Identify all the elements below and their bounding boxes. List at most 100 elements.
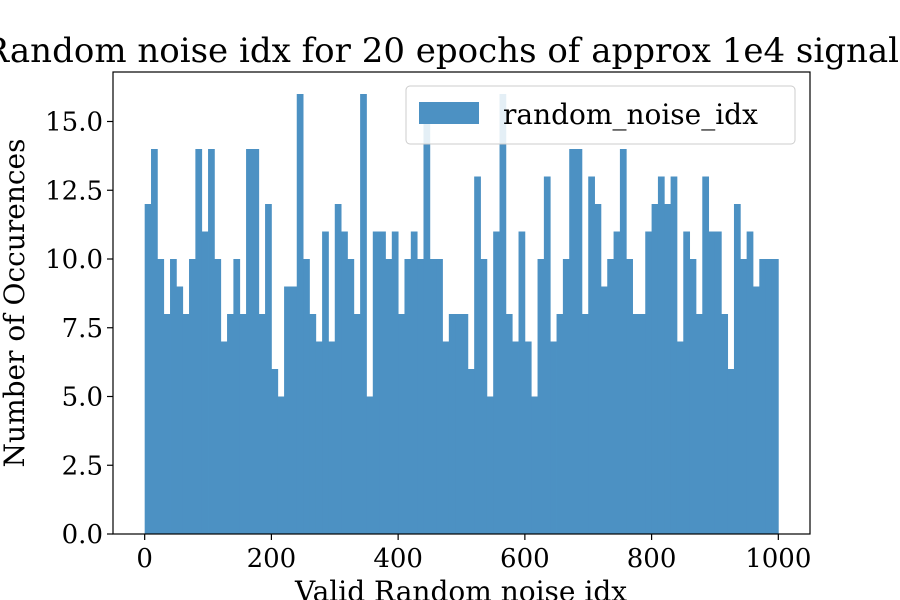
y-axis-ticks: 0.0 2.5 5.0 7.5 10.0 12.5 15.0 [45,108,113,550]
y-tick-label: 7.5 [62,314,103,344]
legend: random_noise_idx [405,85,796,145]
histogram-bar [664,204,671,534]
histogram-bar [277,396,285,534]
histogram-bar [208,149,215,534]
histogram-bar [227,314,234,534]
histogram-bar [600,286,608,534]
histogram-bar [170,259,177,534]
histogram-bar [569,149,576,534]
histogram-bar [334,204,342,534]
histogram-bar [258,314,266,534]
histogram-bar [733,204,741,534]
histogram-bar [195,149,203,534]
histogram-bar [588,176,595,534]
y-tick-label: 15.0 [45,108,103,138]
histogram-bar [429,259,437,534]
histogram-bar [151,149,158,534]
histogram-bar [176,286,184,534]
histogram-bar [486,396,494,534]
histogram-bar [271,369,279,534]
histogram-bar [366,396,374,534]
legend-swatch [419,102,479,124]
histogram-bar [721,314,729,534]
histogram-bar [619,149,627,534]
x-tick-label: 800 [627,544,677,574]
x-axis-ticks: 0 200 400 600 800 1000 [136,534,811,574]
histogram-bar [233,259,241,534]
histogram-bar [657,176,665,534]
histogram-bar [404,259,412,534]
histogram-bar [182,314,190,534]
histogram-bar [144,204,152,534]
plot-frame [112,71,811,535]
histogram-bar [550,341,557,534]
histogram-bar [353,314,361,534]
y-axis-label: Number of Occurences [0,139,31,468]
histogram-bar [543,176,551,534]
histogram-bar [651,204,659,534]
histogram-bar [645,231,652,534]
histogram-bar [436,259,443,534]
histogram-bar [740,259,748,534]
legend-box [405,85,796,145]
histogram-bar [246,149,253,534]
histogram-bar [385,259,393,534]
histogram-bar [771,259,779,534]
histogram-bar [303,259,310,534]
histogram-bar [581,314,589,534]
histogram-bar [632,314,640,534]
y-tick-label: 2.5 [62,451,103,481]
y-tick-label: 10.0 [45,245,103,275]
histogram-bar [613,231,621,534]
histogram-bar [214,259,222,534]
histogram-bar [689,259,697,534]
histogram-bar [765,259,773,534]
histogram-bar [531,396,538,534]
histogram-bar [265,204,272,534]
histogram-bar [670,176,678,534]
histogram-bar [442,341,450,534]
histogram-bar [341,231,348,534]
histogram-bar [322,231,329,534]
histogram-bar [163,314,171,534]
histogram-bar [461,314,469,534]
histogram-bar [189,259,196,534]
histogram-bar [638,314,646,534]
histogram-bar [360,94,367,534]
histogram-bar [493,231,500,534]
x-tick-label: 1000 [745,544,811,574]
histogram-bar [562,259,570,534]
histogram-bar [676,341,684,534]
y-tick-label: 5.0 [62,383,103,413]
histogram-bar [157,259,165,534]
histogram-bar [575,149,583,534]
histogram-bar [499,94,507,534]
x-axis-label: Valid Random noise idx [294,575,627,600]
histogram-bar [480,259,488,534]
histogram-bar [683,231,691,534]
histogram-bar [239,314,247,534]
histogram-bar [379,231,386,534]
histogram-bar [746,231,754,534]
histogram-bar [695,314,703,534]
histogram-bar [467,369,475,534]
x-tick-label: 0 [136,544,153,574]
histogram-bar [626,259,633,534]
histogram-bar [398,314,405,534]
histogram-bar [391,231,399,534]
histogram-bar [328,341,336,534]
histogram-bar [518,231,526,534]
histogram-bar [714,231,722,534]
histogram-bar [702,176,710,534]
histogram-bar [315,341,323,534]
histogram-bar [220,341,228,534]
histogram-bar [505,314,513,534]
histogram-bar [759,259,767,534]
histogram-bar [347,259,355,534]
histogram-bar [556,314,564,534]
histogram-bar [296,94,304,534]
histogram-bar [474,176,481,534]
histogram-bar [607,259,614,534]
histogram-bar [448,314,456,534]
legend-entry-label: random_noise_idx [503,98,758,131]
